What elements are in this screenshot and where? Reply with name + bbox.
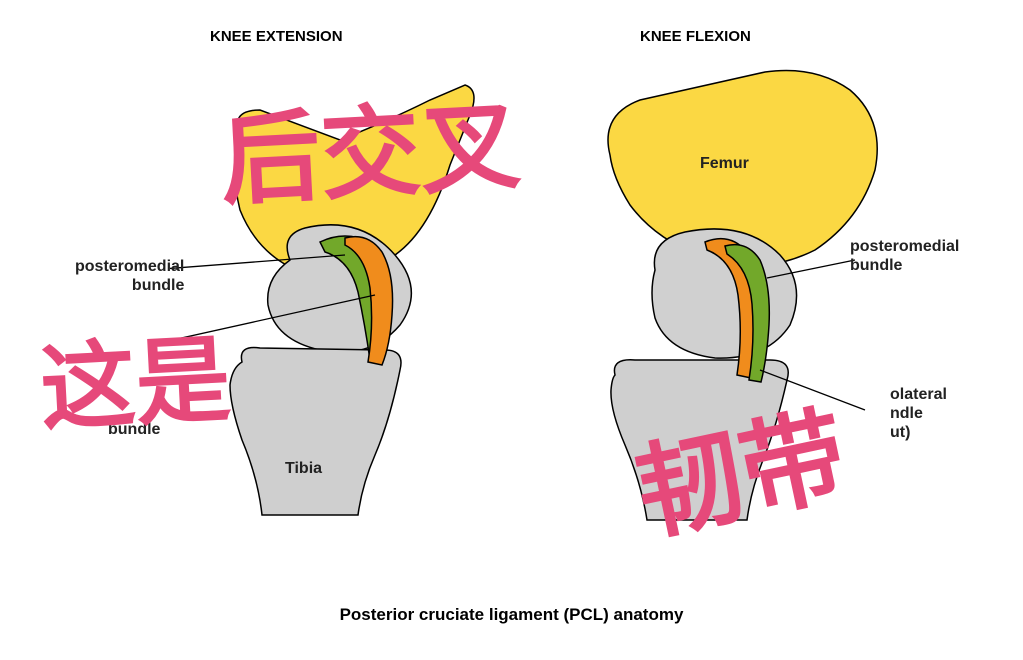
posteromedial-label-right: posteromedial bundle (850, 237, 959, 275)
posteromedial-label-left: posteromedial bundle (75, 257, 184, 295)
anterolateral-label-right: olateral ndle ut) (890, 385, 947, 443)
tibia-label: Tibia (285, 460, 322, 478)
tibia-left (230, 348, 401, 515)
overlay-zheshi: 这是 (37, 303, 234, 450)
header-left: KNEE EXTENSION (210, 28, 343, 45)
femur-label: Femur (700, 155, 749, 173)
caption: Posterior cruciate ligament (PCL) anatom… (0, 605, 1023, 625)
overlay-houjiaocha: 后交叉 (216, 64, 523, 225)
header-right: KNEE FLEXION (640, 28, 751, 45)
